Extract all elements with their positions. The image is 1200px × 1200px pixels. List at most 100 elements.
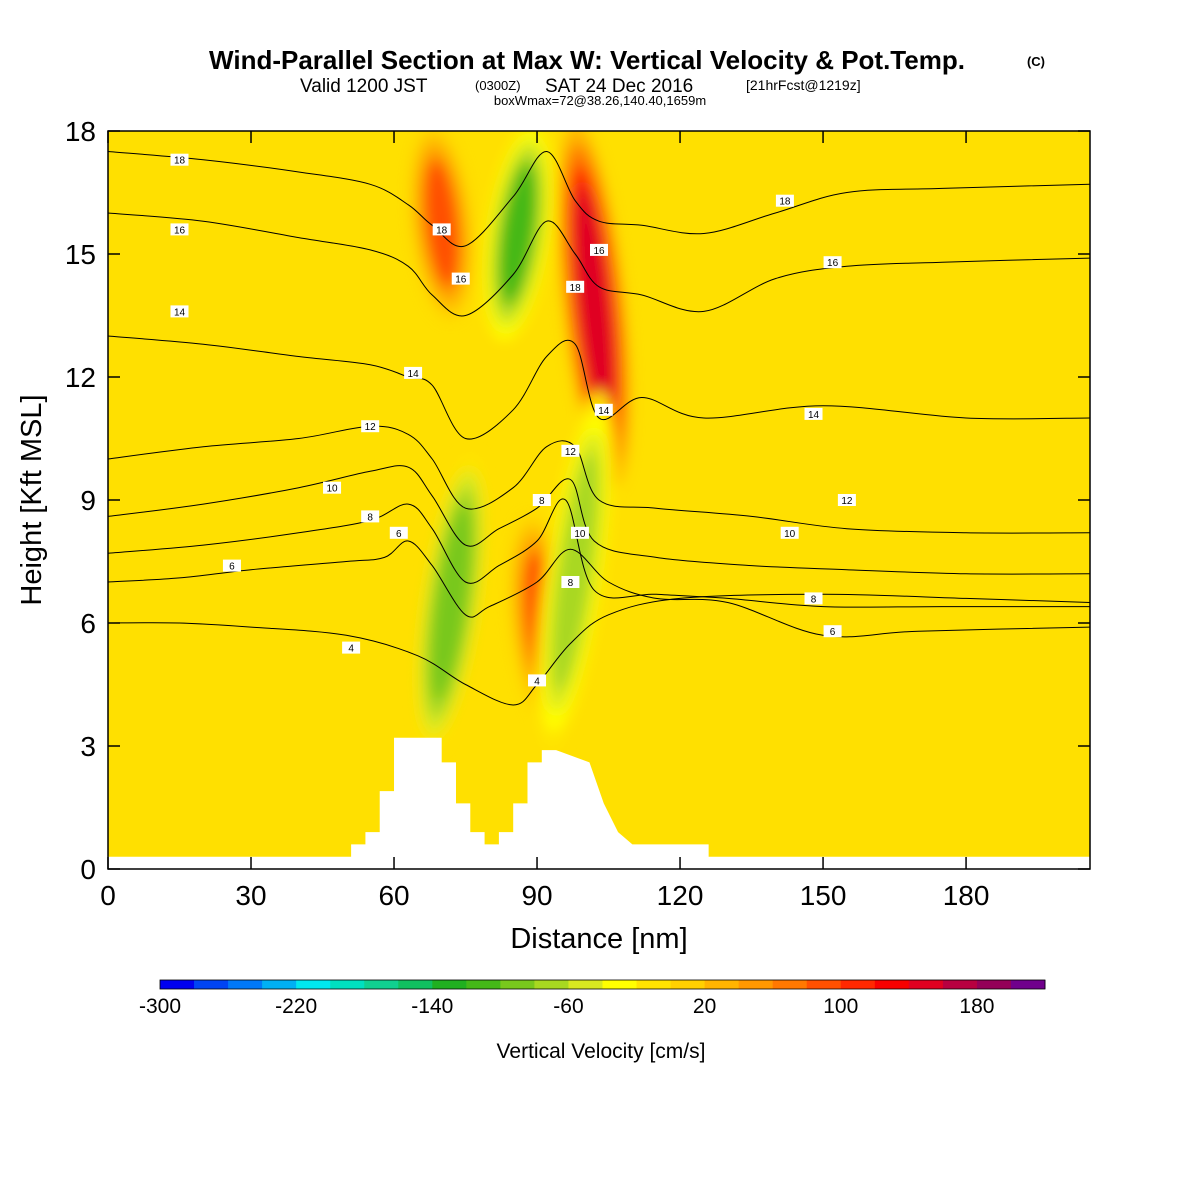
contour-label-6-1: 6: [222, 559, 241, 573]
contour-label-10-3: 10: [780, 526, 799, 540]
colorbar-label: Vertical Velocity [cm/s]: [497, 1040, 706, 1063]
svg-text:6: 6: [396, 529, 402, 540]
x-tick-label-0: 0: [100, 880, 116, 911]
contour-label-16-4: 16: [823, 256, 842, 269]
pot-temp-contour-12: [108, 425, 1090, 534]
contour-label-6-2: 6: [389, 526, 408, 540]
svg-text:4: 4: [534, 676, 540, 687]
contour-label-12-1: 12: [361, 420, 380, 433]
y-tick-label-18: 18: [65, 116, 96, 147]
y-tick-label-3: 3: [80, 731, 96, 762]
x-axis-label: Distance [nm]: [510, 923, 687, 955]
downdraft-core-4-band-4: [499, 163, 537, 304]
y-tick-label-6: 6: [80, 608, 96, 639]
y-tick-label-12: 12: [65, 362, 96, 393]
forecast-info: [21hrFcst@1219z]: [746, 77, 861, 93]
pot-temp-contour-18: [108, 150, 1090, 248]
y-axis: 0 3 6 9 12 15 18: [65, 116, 1090, 885]
colorbar-swatch-17: [704, 980, 740, 989]
valid-zulu: (0300Z): [475, 78, 521, 93]
svg-text:14: 14: [408, 369, 420, 380]
updraft-core-3-band-4: [424, 159, 459, 287]
x-axis: 0 30 60 90 120 150 180: [100, 131, 989, 911]
contour-label-12-3: 12: [837, 494, 856, 507]
contour-label-14-3: 14: [594, 403, 613, 417]
contour-label-8-3: 8: [561, 576, 580, 589]
colorbar-swatch-14: [602, 980, 638, 989]
chart-title: Wind-Parallel Section at Max W: Vertical…: [209, 45, 965, 75]
colorbar-swatch-10: [466, 980, 501, 989]
valid-prefix: Valid 1200 JST: [300, 76, 428, 97]
svg-text:10: 10: [574, 529, 586, 540]
updraft-core-1: [558, 131, 631, 488]
svg-text:16: 16: [455, 275, 467, 286]
contour-label-16-3: 16: [590, 243, 608, 257]
x-tick-label-30: 30: [235, 880, 266, 911]
contour-label-14-4: 14: [804, 407, 823, 421]
svg-text:6: 6: [229, 562, 235, 573]
svg-text:10: 10: [784, 529, 796, 540]
colorbar-swatch-24: [942, 980, 978, 989]
colorbar: -300 -220 -140 -60 20 100 180: [139, 979, 1046, 1018]
svg-text:14: 14: [174, 307, 186, 318]
svg-text:8: 8: [539, 496, 545, 507]
svg-text:18: 18: [570, 283, 582, 294]
contour-label-18-1: 18: [170, 153, 189, 167]
svg-text:16: 16: [174, 225, 186, 236]
contour-label-18-4: 18: [775, 194, 794, 208]
plot-area: 4 4 6 6 6 8 8 8 8 10 10 10 12 12 12 14 14 14 14 16 16 16 16 18 1…: [107, 130, 1091, 870]
x-tick-label-180: 180: [943, 880, 990, 911]
colorbar-swatch-18: [738, 980, 774, 989]
colorbar-swatch-11: [500, 980, 535, 989]
colorbar-swatch-23: [908, 980, 944, 989]
colorbar-swatch-21: [840, 980, 876, 989]
pot-temp-contour-6: [108, 540, 1090, 638]
svg-text:14: 14: [808, 410, 820, 421]
svg-text:12: 12: [565, 447, 577, 458]
chart-title-mark: (C): [1027, 54, 1045, 69]
contour-label-8-1: 8: [361, 510, 380, 523]
contour-label-16-1: 16: [170, 223, 189, 236]
contour-label-8-4: 8: [804, 592, 823, 605]
contour-label-18-2: 18: [432, 223, 451, 236]
pot-temp-contour-8: [108, 498, 1090, 608]
contour-label-12-2: 12: [561, 444, 580, 458]
colorbar-swatch-3: [228, 980, 263, 989]
colorbar-tick-label-2: -220: [275, 995, 317, 1018]
svg-text:4: 4: [348, 644, 354, 655]
colorbar-swatch-12: [534, 980, 569, 989]
contour-label-4-2: 4: [528, 674, 547, 687]
downdraft-core-6-band-4: [552, 452, 599, 691]
colorbar-tick-label-3: -140: [411, 995, 453, 1018]
svg-text:8: 8: [367, 512, 373, 523]
pot-temp-contour-14: [108, 335, 1090, 440]
colorbar-swatch-8: [398, 980, 433, 989]
y-axis-label: Height [Kft MSL]: [16, 394, 48, 605]
svg-text:12: 12: [365, 422, 377, 433]
contour-label-16-2: 16: [451, 272, 470, 286]
x-tick-label-120: 120: [657, 880, 704, 911]
x-tick-label-90: 90: [521, 880, 552, 911]
colorbar-swatch-5: [296, 980, 331, 989]
colorbar-swatch-4: [262, 980, 297, 989]
colorbar-swatch-26: [1010, 980, 1046, 989]
svg-text:16: 16: [827, 258, 839, 269]
colorbar-swatch-1: [160, 980, 195, 989]
svg-text:12: 12: [841, 496, 853, 507]
svg-text:18: 18: [779, 197, 791, 208]
contour-label-6-3: 6: [823, 625, 842, 638]
svg-text:18: 18: [436, 225, 448, 236]
terrain-profile: [108, 737, 1090, 869]
colorbar-swatch-16: [670, 980, 706, 989]
colorbar-swatch-19: [772, 980, 808, 989]
contour-label-14-1: 14: [170, 305, 189, 318]
colorbar-swatch-9: [432, 980, 467, 989]
colorbar-swatch-20: [806, 980, 842, 989]
x-tick-label-60: 60: [378, 880, 409, 911]
svg-text:16: 16: [593, 246, 605, 257]
colorbar-frame: [159, 979, 1046, 990]
downdraft-core-5-band-4: [430, 504, 473, 701]
contour-label-8-2: 8: [532, 494, 551, 507]
contour-label-10-2: 10: [570, 526, 589, 540]
